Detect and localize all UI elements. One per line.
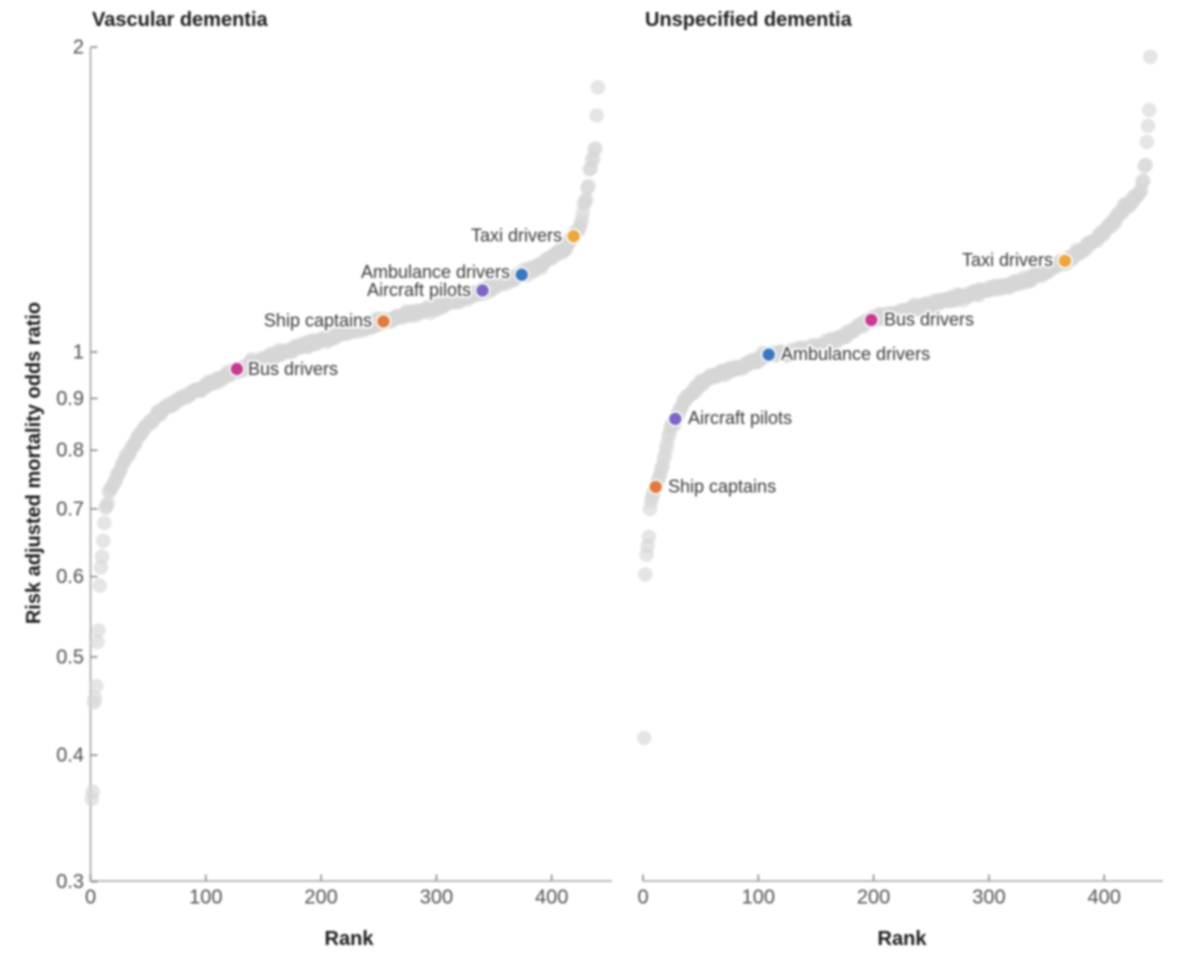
svg-text:Taxi drivers: Taxi drivers <box>962 250 1053 270</box>
svg-text:Rank: Rank <box>878 928 928 950</box>
svg-text:Ship captains: Ship captains <box>264 311 372 331</box>
svg-text:Bus drivers: Bus drivers <box>248 359 338 379</box>
svg-text:1: 1 <box>73 342 84 364</box>
svg-text:0.9: 0.9 <box>56 388 84 410</box>
svg-text:Risk adjusted mortality odds r: Risk adjusted mortality odds ratio <box>23 302 45 624</box>
svg-text:0.8: 0.8 <box>56 440 84 462</box>
svg-text:400: 400 <box>535 887 568 909</box>
svg-text:0.3: 0.3 <box>56 871 84 893</box>
svg-text:Aircraft pilots: Aircraft pilots <box>688 408 792 428</box>
svg-text:0.7: 0.7 <box>56 498 84 520</box>
svg-text:300: 300 <box>420 887 453 909</box>
svg-text:0.5: 0.5 <box>56 646 84 668</box>
svg-text:100: 100 <box>189 887 222 909</box>
svg-text:0.4: 0.4 <box>56 745 84 767</box>
svg-text:2: 2 <box>73 37 84 59</box>
svg-text:0: 0 <box>637 887 648 909</box>
svg-text:Unspecified dementia: Unspecified dementia <box>645 9 853 31</box>
svg-text:200: 200 <box>857 887 890 909</box>
svg-text:Taxi drivers: Taxi drivers <box>471 226 562 246</box>
svg-text:Vascular dementia: Vascular dementia <box>92 9 269 31</box>
svg-text:0.6: 0.6 <box>56 566 84 588</box>
svg-text:300: 300 <box>972 887 1005 909</box>
svg-text:Ship captains: Ship captains <box>668 477 776 497</box>
svg-text:0: 0 <box>85 887 96 909</box>
svg-text:400: 400 <box>1088 887 1121 909</box>
svg-text:200: 200 <box>304 887 337 909</box>
svg-text:Rank: Rank <box>325 928 375 950</box>
svg-text:Aircraft pilots: Aircraft pilots <box>367 280 471 300</box>
svg-text:Ambulance drivers: Ambulance drivers <box>781 344 930 364</box>
svg-text:100: 100 <box>742 887 775 909</box>
svg-text:Bus drivers: Bus drivers <box>884 310 974 330</box>
svg-text:Ambulance drivers: Ambulance drivers <box>361 262 510 282</box>
